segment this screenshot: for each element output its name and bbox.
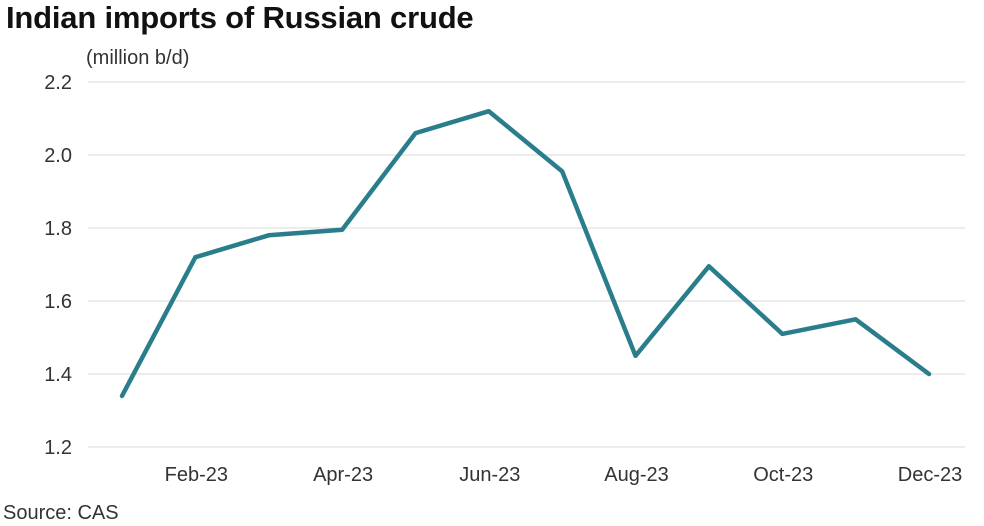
y-tick-label: 1.6: [44, 291, 72, 313]
x-tick-label: Dec-23: [898, 464, 962, 486]
y-tick-label: 2.0: [44, 145, 72, 167]
x-tick-label: Aug-23: [604, 464, 669, 486]
x-tick-label: Oct-23: [753, 464, 813, 486]
x-tick-label: Apr-23: [313, 464, 373, 486]
series-line: [119, 108, 932, 399]
y-tick-label: 1.2: [44, 437, 72, 459]
y-axis-ticks: 1.2 1.4 1.6 1.8 2.0 2.2: [44, 72, 72, 459]
y-tick-label: 2.2: [44, 72, 72, 94]
y-axis-unit-label: (million b/d): [86, 47, 190, 69]
source-note: Source: CAS: [3, 502, 119, 524]
gridlines: [88, 81, 965, 448]
series-layer: [119, 108, 932, 399]
y-tick-label: 1.4: [44, 364, 72, 386]
x-tick-label: Feb-23: [165, 464, 228, 486]
x-axis-ticks: Feb-23 Apr-23 Jun-23 Aug-23 Oct-23 Dec-23: [165, 464, 963, 486]
x-tick-label: Jun-23: [459, 464, 520, 486]
y-tick-label: 1.8: [44, 218, 72, 240]
chart-title: Indian imports of Russian crude: [6, 0, 474, 35]
